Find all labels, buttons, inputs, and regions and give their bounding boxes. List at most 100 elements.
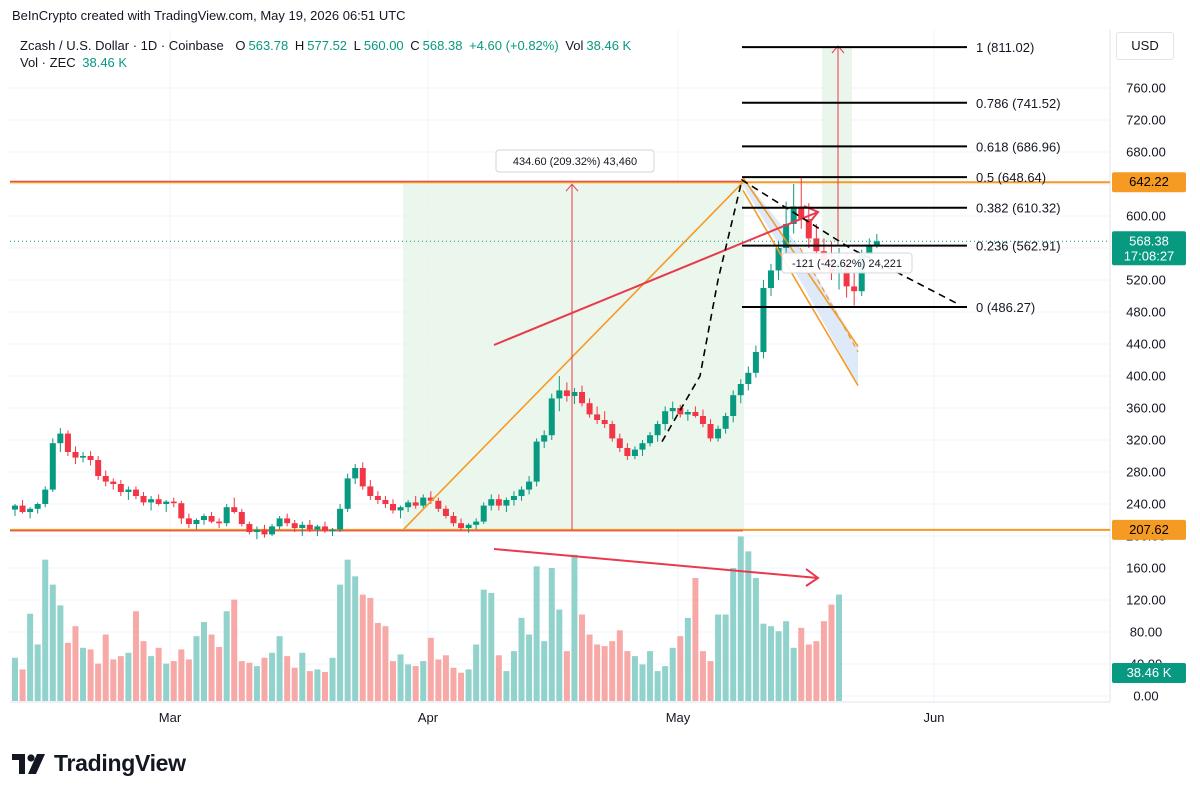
volume-bar	[518, 617, 525, 701]
candle-body	[284, 518, 291, 524]
volume-bar	[132, 611, 139, 701]
candle-body	[518, 489, 525, 496]
volume-bar	[639, 664, 646, 701]
volume-bar	[201, 622, 207, 701]
candle-body	[87, 456, 94, 460]
volume-bar	[427, 637, 434, 701]
fib-level-label: 0.236 (562.91)	[976, 239, 1061, 254]
candle-body	[783, 224, 790, 248]
candle-body	[246, 524, 253, 532]
candle-body	[64, 433, 71, 452]
chart-credit: BeInCrypto created with TradingView.com,…	[12, 8, 406, 23]
volume-bar	[828, 604, 835, 701]
y-tick-label: 400.00	[1126, 369, 1166, 384]
rising-trendline	[402, 181, 744, 531]
volume-bar	[510, 651, 517, 701]
volume-trend-arrow	[493, 548, 819, 579]
volume-bar	[458, 672, 465, 701]
fib-level-label: 0.382 (610.32)	[976, 201, 1061, 216]
legend-volume-value: 38.46 K	[586, 38, 632, 53]
candle-body	[465, 524, 472, 528]
volume-bar	[314, 669, 321, 701]
candle-body	[420, 497, 427, 506]
volume-bar	[548, 568, 555, 701]
legend-high-label: H	[294, 38, 305, 53]
x-tick-label: Mar	[159, 710, 182, 725]
candle-body	[594, 414, 601, 420]
volume-bar	[140, 641, 147, 701]
volume-bar	[722, 614, 729, 701]
candle-body	[775, 248, 782, 271]
candle-body	[556, 390, 563, 399]
candle-body	[95, 460, 102, 476]
candle-body	[442, 508, 449, 516]
volume-bar	[684, 617, 691, 701]
volume-price-label-text: 38.46 K	[1127, 665, 1172, 680]
candle-body	[155, 499, 162, 504]
volume-bar	[253, 666, 260, 701]
candle-body	[291, 523, 298, 528]
candle-body	[692, 412, 699, 416]
candle-body	[601, 420, 608, 424]
legend-volume-label: Vol	[565, 38, 584, 53]
last-price-label-box	[1112, 231, 1186, 266]
candle-body	[715, 428, 722, 439]
y-tick-label: 320.00	[1126, 433, 1166, 448]
candle-body	[654, 424, 661, 436]
volume-bar	[397, 654, 404, 701]
volume-bar	[390, 661, 396, 701]
target-range-zone	[822, 46, 852, 242]
volume-bar	[246, 662, 253, 701]
candle-body	[495, 499, 502, 506]
target-measure-arrowhead	[831, 45, 845, 54]
candle-body	[42, 489, 49, 504]
candle-body	[193, 520, 200, 524]
y-tick-label: 720.00	[1126, 113, 1166, 128]
fib-level-label: 0.5 (648.64)	[976, 170, 1046, 185]
candle-body	[662, 411, 669, 424]
fib-level-label: 0.618 (686.96)	[976, 139, 1061, 154]
volume-bar	[631, 656, 638, 701]
candle-body	[405, 502, 412, 508]
volume-bar	[465, 669, 472, 701]
candle-body	[480, 505, 487, 522]
volume-bar	[556, 609, 563, 701]
volume-bar	[374, 622, 381, 701]
candle-body	[238, 512, 245, 524]
volume-bar	[624, 651, 631, 701]
y-tick-label: 440.00	[1126, 337, 1166, 352]
y-tick-label: 280.00	[1126, 465, 1166, 480]
price-trend-arrow	[493, 211, 819, 346]
candle-body	[49, 443, 56, 490]
tradingview-logo: TradingView	[12, 750, 186, 777]
pullback-annotation-box	[781, 252, 913, 274]
candle-body	[805, 219, 812, 239]
volume-bar	[72, 626, 79, 701]
currency-button[interactable]: USD	[1116, 32, 1174, 60]
candle-body	[261, 529, 268, 535]
candle-body	[798, 206, 805, 220]
volume-bar	[601, 646, 608, 701]
volume-bar	[344, 559, 351, 701]
candle-body	[185, 518, 192, 524]
volume-bar	[329, 657, 336, 701]
fib-level-label: 1 (811.02)	[976, 40, 1034, 55]
candle-body	[427, 497, 434, 501]
support-price-label-text: 207.62	[1129, 522, 1169, 537]
candle-body	[548, 398, 555, 436]
volume-bar	[276, 636, 283, 701]
volume-bar	[178, 649, 185, 701]
candle-body	[337, 508, 344, 530]
volume-bar	[42, 559, 49, 701]
candle-body	[579, 392, 585, 404]
volume-bar	[435, 659, 442, 701]
volume-bar	[231, 599, 238, 701]
candle-body	[163, 501, 170, 504]
volume-bar	[533, 566, 540, 701]
volume-bar	[783, 621, 790, 701]
candle-body	[609, 424, 616, 439]
volume-bar	[238, 661, 245, 701]
candle-body	[737, 384, 744, 396]
legend-price-row: Zcash / U.S. Dollar · 1D · Coinbase O 563…	[20, 37, 634, 54]
